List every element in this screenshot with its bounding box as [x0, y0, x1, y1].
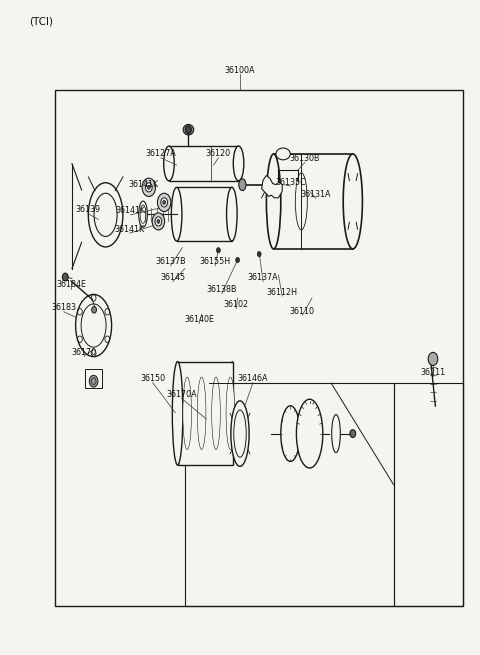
Text: 36131A: 36131A [300, 190, 331, 199]
Text: 36170A: 36170A [166, 390, 197, 399]
Ellipse shape [343, 154, 362, 249]
Text: 36146A: 36146A [238, 374, 268, 383]
Circle shape [236, 257, 240, 263]
Text: 36211: 36211 [420, 367, 445, 377]
Ellipse shape [164, 146, 174, 181]
Ellipse shape [226, 377, 235, 449]
Text: 36135C: 36135C [275, 178, 306, 187]
Circle shape [152, 213, 165, 230]
Ellipse shape [171, 187, 182, 241]
Circle shape [216, 248, 220, 253]
Ellipse shape [276, 148, 290, 160]
Ellipse shape [231, 401, 249, 466]
Bar [185, 383, 394, 606]
Text: 36127A: 36127A [145, 149, 176, 159]
Circle shape [161, 198, 168, 207]
Bar [85, 369, 102, 388]
Text: 36141K: 36141K [128, 180, 158, 189]
Text: 36112H: 36112H [267, 288, 298, 297]
Circle shape [186, 126, 192, 134]
Text: (TCI): (TCI) [29, 16, 53, 26]
Text: 36141K: 36141K [115, 225, 144, 234]
Text: 36130B: 36130B [289, 154, 320, 163]
Text: 36102: 36102 [224, 300, 249, 309]
Ellipse shape [332, 415, 340, 453]
Text: 36120: 36120 [206, 149, 231, 159]
Ellipse shape [183, 124, 194, 135]
Bar [177, 187, 232, 241]
Ellipse shape [76, 295, 111, 356]
Circle shape [62, 273, 68, 281]
Bar [169, 146, 239, 181]
Text: 36139: 36139 [75, 205, 100, 214]
Ellipse shape [139, 201, 147, 227]
Polygon shape [262, 176, 282, 198]
Circle shape [147, 185, 150, 189]
Circle shape [157, 193, 171, 212]
Ellipse shape [212, 377, 220, 449]
Text: 36150: 36150 [140, 374, 165, 383]
Circle shape [142, 178, 156, 196]
Text: 36183: 36183 [51, 303, 76, 312]
Circle shape [163, 200, 166, 204]
Text: 36155H: 36155H [200, 257, 230, 267]
Ellipse shape [266, 154, 281, 249]
Ellipse shape [88, 183, 123, 247]
Text: 36137B: 36137B [155, 257, 186, 267]
Circle shape [155, 217, 162, 226]
Circle shape [428, 352, 438, 365]
Bar [394, 383, 463, 606]
Circle shape [157, 219, 160, 223]
Ellipse shape [281, 405, 300, 461]
Bar [274, 154, 353, 249]
Circle shape [145, 183, 152, 192]
Text: 36141K: 36141K [116, 206, 145, 215]
Ellipse shape [239, 179, 246, 191]
Ellipse shape [227, 187, 237, 241]
Circle shape [89, 375, 98, 387]
Text: 36140E: 36140E [184, 315, 214, 324]
Circle shape [257, 252, 261, 257]
Text: 36137A: 36137A [248, 273, 278, 282]
Bar [178, 362, 233, 465]
Text: 36110: 36110 [290, 307, 315, 316]
Text: 36184E: 36184E [56, 280, 86, 290]
Ellipse shape [233, 146, 244, 181]
Text: 36170: 36170 [72, 348, 96, 357]
Text: 36145: 36145 [160, 273, 185, 282]
Ellipse shape [197, 377, 206, 449]
Ellipse shape [296, 399, 323, 468]
Bar [55, 90, 463, 606]
Circle shape [92, 307, 96, 313]
Circle shape [350, 430, 356, 438]
Text: 36138B: 36138B [206, 285, 237, 294]
Ellipse shape [183, 377, 192, 449]
Ellipse shape [172, 362, 183, 465]
Text: 36100A: 36100A [225, 66, 255, 75]
